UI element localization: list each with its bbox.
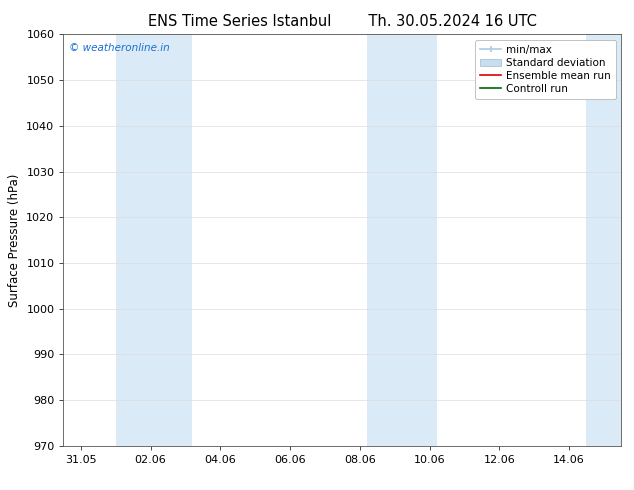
Title: ENS Time Series Istanbul        Th. 30.05.2024 16 UTC: ENS Time Series Istanbul Th. 30.05.2024 …	[148, 14, 537, 29]
Text: © weatheronline.in: © weatheronline.in	[69, 43, 170, 52]
Bar	[116, 34, 193, 446]
Y-axis label: Surface Pressure (hPa): Surface Pressure (hPa)	[8, 173, 21, 307]
Bar	[366, 34, 436, 446]
Legend: min/max, Standard deviation, Ensemble mean run, Controll run: min/max, Standard deviation, Ensemble me…	[475, 40, 616, 99]
Bar	[586, 34, 621, 446]
